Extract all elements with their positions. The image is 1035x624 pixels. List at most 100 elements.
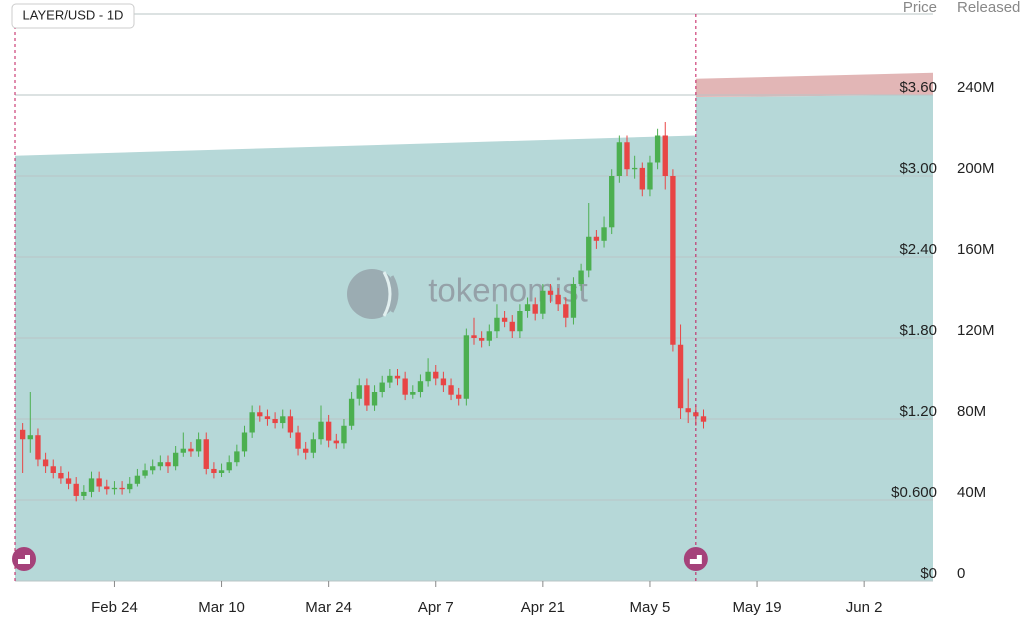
candle-body (356, 385, 362, 399)
candle-body (700, 416, 707, 422)
candle-body (463, 335, 470, 399)
candle-body (433, 371, 439, 379)
released-area (695, 72, 933, 98)
symbol-label: LAYER/USD - 1D (23, 7, 124, 22)
candle-body (50, 466, 56, 473)
candle-body (593, 236, 600, 241)
candle-body (662, 135, 668, 176)
candle-body (280, 416, 286, 424)
candle-body (570, 284, 577, 318)
candle-body (471, 335, 477, 338)
candle-body (693, 412, 699, 417)
candle-body (478, 338, 485, 341)
candle-body (509, 321, 515, 332)
watermark-logo (347, 269, 399, 319)
candle-body (333, 440, 339, 444)
candle-body (287, 416, 294, 433)
candle-body (325, 421, 332, 441)
symbol-box (11, 3, 135, 29)
candle-body (547, 290, 554, 295)
x-tick-label: Apr 21 (521, 599, 565, 616)
candle-body (425, 371, 431, 382)
candle-body (73, 483, 79, 496)
candle-body (42, 459, 49, 467)
y-tick-label: $2.40 (899, 241, 937, 258)
x-tick-label: May 19 (732, 599, 781, 616)
candle-body (601, 227, 607, 241)
released-area (15, 135, 696, 581)
y-tick-label: $3.00 (899, 160, 937, 177)
candle-body (417, 381, 424, 392)
y2-tick-label: 120M (957, 322, 995, 339)
x-tick-label: Apr 7 (418, 599, 454, 616)
candle-body (234, 451, 240, 463)
candle-body (249, 412, 255, 433)
markers (12, 14, 708, 581)
candle-body (486, 331, 492, 341)
y2-tick-label: 40M (957, 484, 986, 501)
candle-body (639, 167, 645, 190)
candle-body (517, 311, 523, 332)
y-tick-label: $1.80 (899, 322, 937, 339)
candle-body (88, 478, 95, 492)
candle-body (624, 142, 630, 170)
candle-body (616, 142, 623, 176)
watermark: tokenomist (428, 272, 588, 309)
y2-tick-label: 0 (957, 565, 965, 582)
candle-body (440, 378, 447, 386)
candle-body (19, 429, 26, 440)
y2-tick-label: 80M (957, 403, 986, 420)
candle-body (402, 378, 408, 395)
candle-body (180, 448, 186, 453)
candle-body (540, 290, 546, 314)
candle-body (111, 487, 118, 490)
y2-tick-label: 200M (957, 160, 995, 177)
candle-body (218, 470, 225, 473)
candle-body (241, 432, 248, 452)
candle-body (104, 486, 110, 490)
candle-body (670, 176, 676, 345)
event-icon-glyph (18, 555, 30, 564)
candles (19, 122, 707, 502)
candle-body (685, 408, 691, 413)
candle-body (203, 439, 209, 469)
y2-tick-label: 240M (957, 79, 995, 96)
y-tick-label: $0.600 (891, 484, 937, 501)
x-tick-label: Feb 24 (91, 599, 138, 616)
candle-body (647, 162, 653, 190)
y-tick-label: $3.60 (899, 79, 937, 96)
candle-body (157, 462, 164, 467)
candle-body (631, 167, 638, 170)
y2-axis-label: Released (957, 0, 1020, 16)
x-tick-label: Jun 2 (846, 599, 883, 616)
x-tick-label: May 5 (630, 599, 671, 616)
candle-body (371, 392, 378, 406)
candle-body (654, 135, 661, 163)
candle-body (226, 462, 232, 471)
candle-body (456, 394, 462, 399)
candle-body (348, 398, 355, 426)
y-axis-label: Price (903, 0, 937, 16)
candle-body (96, 478, 102, 487)
candle-body (364, 385, 370, 406)
candle-body (150, 466, 156, 471)
x-tick-label: Mar 24 (305, 599, 352, 616)
y2-tick-label: 160M (957, 241, 995, 258)
candle-body (563, 304, 569, 318)
y-tick-label: $0 (920, 565, 937, 582)
candle-body (58, 473, 64, 479)
candle-body (494, 317, 500, 332)
candle-body (410, 392, 416, 395)
x-tick-label: Mar 10 (198, 599, 245, 616)
candle-body (532, 304, 538, 314)
candle-body (257, 412, 263, 417)
candle-body (134, 475, 141, 484)
candle-body (524, 304, 531, 311)
candle-body (127, 483, 133, 490)
candle-body (387, 375, 393, 383)
event-icon-glyph (689, 555, 702, 564)
candle-body (81, 491, 87, 496)
candle-body (586, 236, 592, 271)
candle-body (65, 478, 72, 484)
